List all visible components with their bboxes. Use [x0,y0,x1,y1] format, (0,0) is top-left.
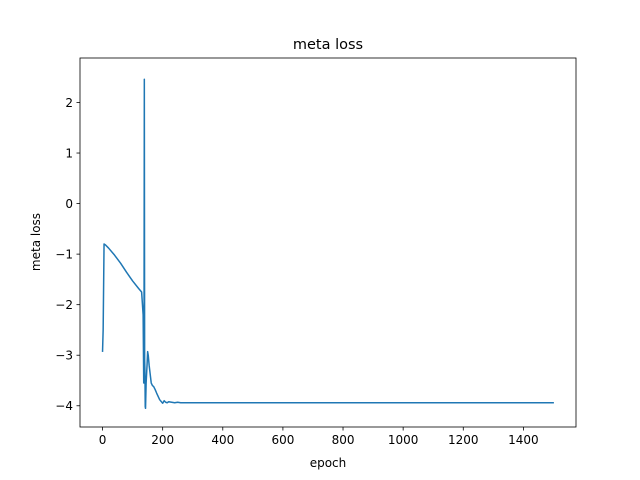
x-axis-ticks: 0 200 400 600 800 1000 1200 1400 [99,427,539,447]
series-line-meta-loss [101,78,554,410]
x-axis-label: epoch [310,456,347,470]
axes-frame [79,57,577,428]
y-tick-label: −3 [55,349,73,363]
y-tick-label: 1 [65,146,73,160]
x-tick-label: 1000 [388,433,419,447]
x-tick-label: 800 [332,433,355,447]
x-tick-label: 400 [211,433,234,447]
x-tick-label: 0 [99,433,107,447]
x-tick-label: 1200 [448,433,479,447]
y-axis-ticks: −4 −3 −2 −1 0 1 2 [55,96,80,413]
y-tick-label: −4 [55,399,73,413]
y-tick-label: −1 [55,247,73,261]
x-tick-label: 200 [151,433,174,447]
plot-area [101,78,554,410]
chart-title: meta loss [293,37,363,53]
y-tick-label: 2 [65,96,73,110]
y-tick-label: 0 [65,197,73,211]
x-tick-label: 1400 [508,433,539,447]
x-tick-label: 600 [271,433,294,447]
y-tick-label: −2 [55,298,73,312]
y-axis-label: meta loss [29,213,43,271]
